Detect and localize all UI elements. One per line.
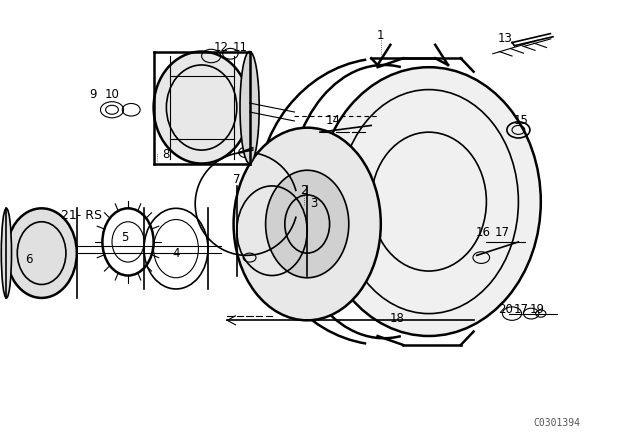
Ellipse shape — [6, 208, 77, 298]
Text: 14: 14 — [325, 114, 340, 128]
Text: 18: 18 — [389, 311, 404, 325]
Text: C0301394: C0301394 — [533, 418, 580, 428]
Text: 20: 20 — [498, 302, 513, 316]
Ellipse shape — [234, 128, 381, 320]
Text: 2: 2 — [300, 184, 308, 197]
Text: 7: 7 — [233, 172, 241, 186]
Text: 5: 5 — [121, 231, 129, 244]
Text: 19: 19 — [530, 302, 545, 316]
Text: 16: 16 — [476, 226, 491, 240]
Text: 6: 6 — [25, 253, 33, 267]
Text: 10: 10 — [104, 87, 120, 101]
Text: 3: 3 — [310, 197, 317, 211]
Text: 21- RS: 21- RS — [61, 208, 102, 222]
Ellipse shape — [317, 67, 541, 336]
Text: 13: 13 — [498, 31, 513, 45]
Ellipse shape — [154, 52, 250, 164]
Ellipse shape — [1, 208, 12, 298]
Text: 9: 9 — [89, 87, 97, 101]
Text: 11: 11 — [232, 40, 248, 54]
Text: 17: 17 — [495, 226, 510, 240]
Text: 12: 12 — [213, 40, 228, 54]
Ellipse shape — [240, 52, 259, 164]
Text: 8: 8 — [163, 148, 170, 161]
Text: 4: 4 — [172, 246, 180, 260]
Ellipse shape — [266, 170, 349, 278]
Text: 15: 15 — [514, 114, 529, 128]
Text: 1: 1 — [377, 29, 385, 43]
Text: 17: 17 — [514, 302, 529, 316]
